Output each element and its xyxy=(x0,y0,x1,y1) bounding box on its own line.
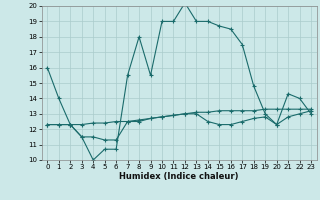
X-axis label: Humidex (Indice chaleur): Humidex (Indice chaleur) xyxy=(119,172,239,181)
